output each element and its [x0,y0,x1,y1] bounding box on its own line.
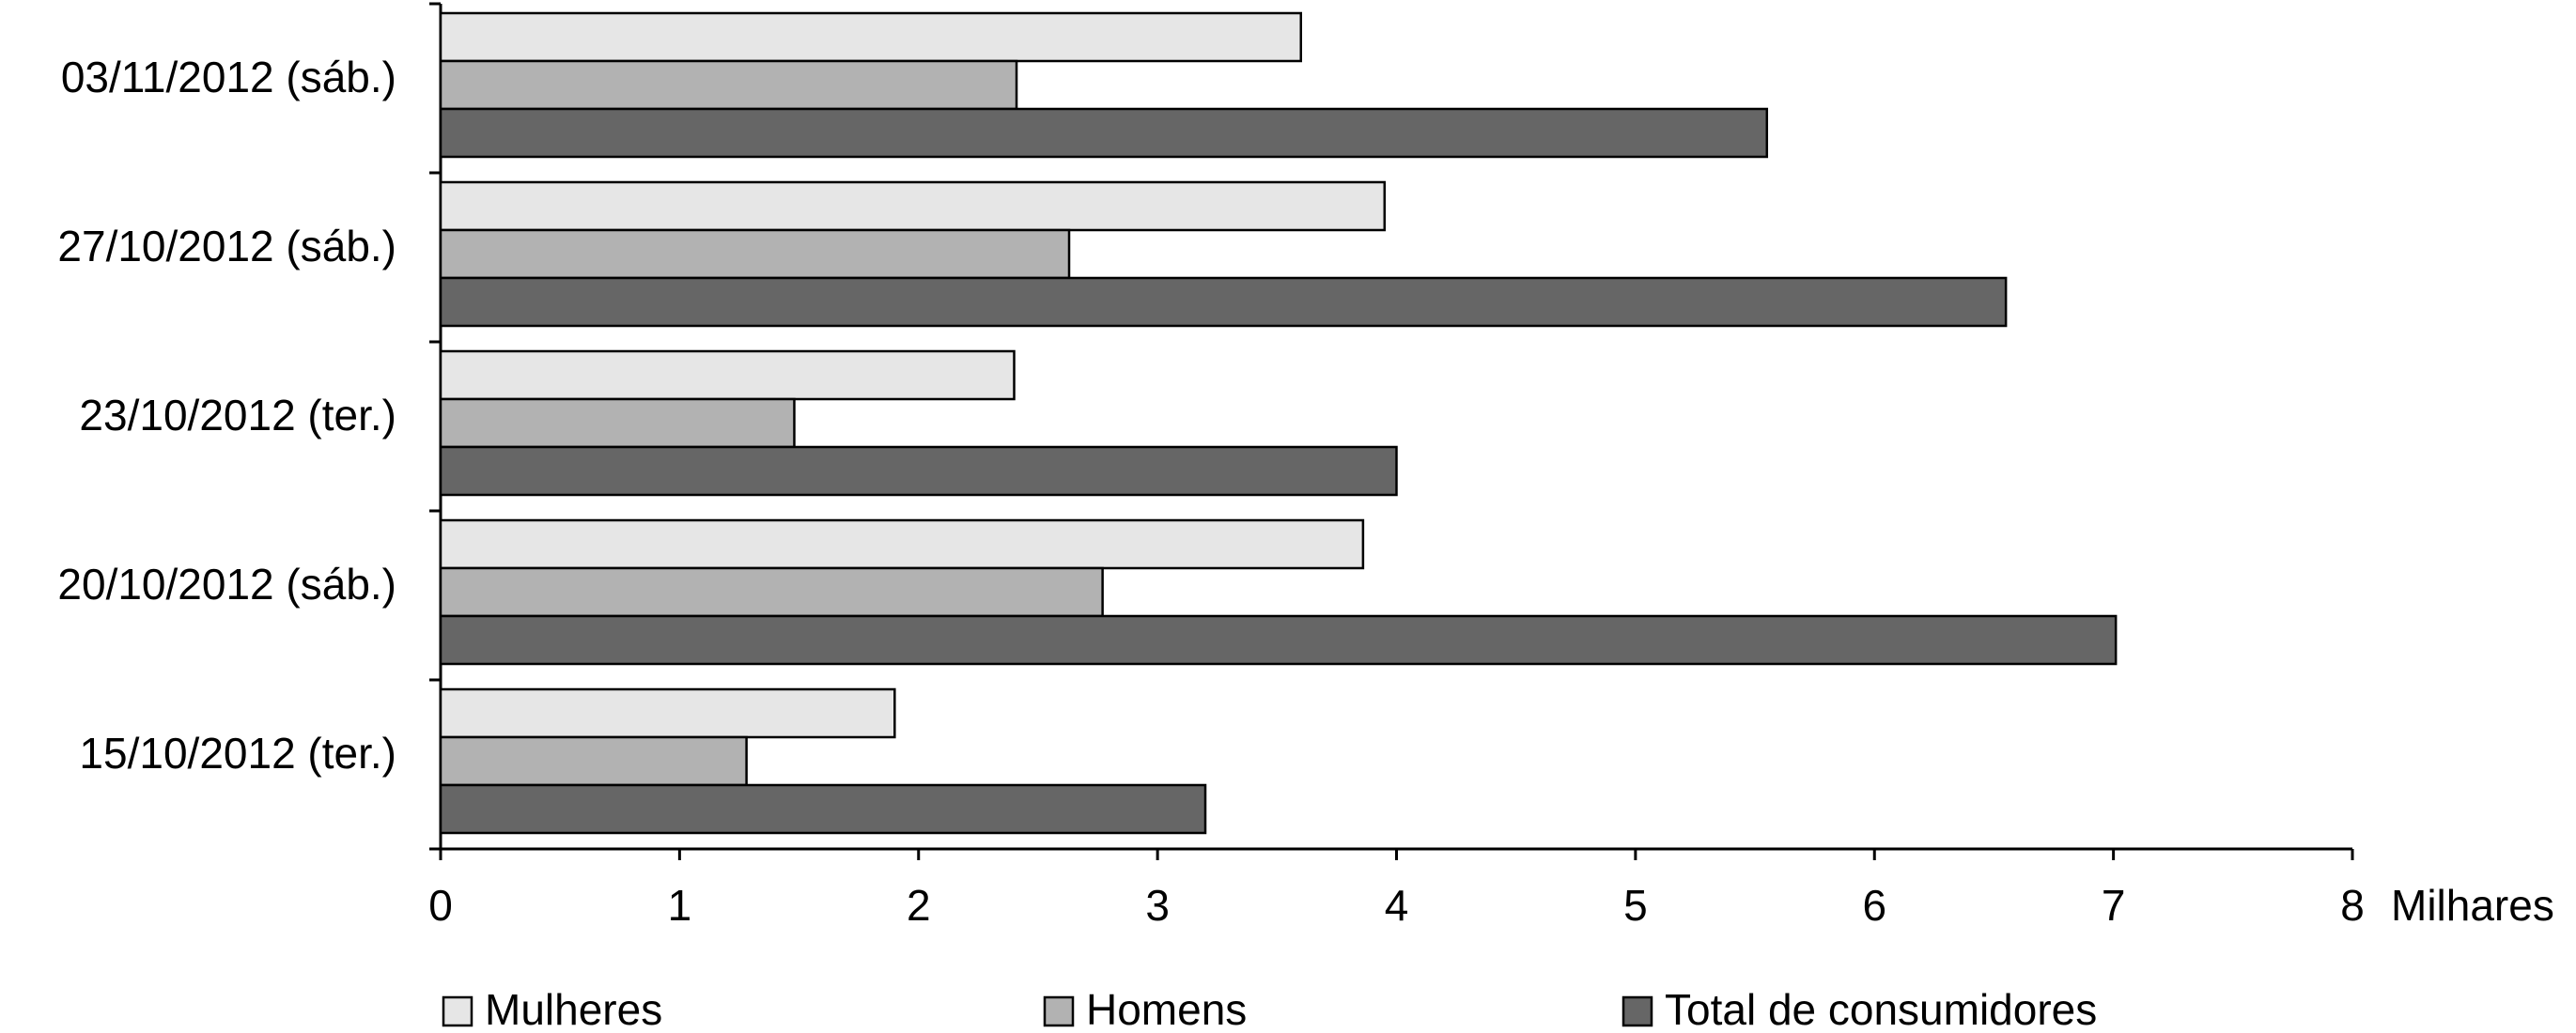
x-tick-label: 8 [2340,881,2365,930]
x-tick-label: 2 [907,881,931,930]
legend-swatch [1622,995,1653,1027]
bar [439,397,796,449]
bar [439,349,1016,401]
legend-label: Total de consumidores [1665,985,2097,1033]
bar [439,59,1018,111]
bar [439,107,1769,159]
legend-swatch [442,995,473,1027]
bar [439,276,2008,328]
bar [439,687,896,739]
x-tick-label: 0 [428,881,453,930]
legend-swatch [1043,995,1075,1027]
bar [439,614,2118,666]
y-tick-label: 15/10/2012 (ter.) [79,729,396,778]
bar [439,11,1302,63]
x-tick-label: 5 [1623,881,1648,930]
legend-label: Mulheres [485,985,662,1033]
bar [439,180,1387,232]
x-tick-label: 6 [1862,881,1886,930]
legend-label: Homens [1086,985,1247,1033]
x-tick-label: 7 [2102,881,2126,930]
y-tick-label: 20/10/2012 (sáb.) [57,560,396,609]
y-tick-label: 27/10/2012 (sáb.) [57,222,396,270]
bar [439,566,1104,618]
y-tick-label: 03/11/2012 (sáb.) [61,53,396,101]
x-tick-label: 4 [1385,881,1409,930]
x-axis-label: Milhares [2391,881,2554,930]
y-tick-label: 23/10/2012 (ter.) [79,391,396,439]
bar [439,228,1071,280]
x-tick-label: 3 [1145,881,1170,930]
bar [439,735,748,787]
bar [439,445,1398,497]
bar [439,518,1365,570]
x-tick-label: 1 [668,881,692,930]
bar [439,783,1207,835]
